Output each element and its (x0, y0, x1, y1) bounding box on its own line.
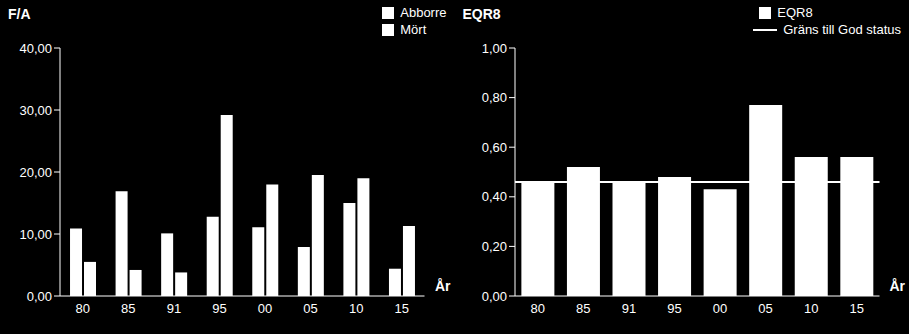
svg-text:05: 05 (758, 301, 772, 316)
svg-text:85: 85 (121, 301, 135, 316)
svg-text:10: 10 (803, 301, 817, 316)
svg-text:10: 10 (349, 301, 363, 316)
svg-text:95: 95 (667, 301, 681, 316)
svg-text:0,60: 0,60 (481, 140, 506, 155)
svg-text:00: 00 (258, 301, 272, 316)
html-text:År: År (889, 278, 905, 294)
svg-text:00: 00 (712, 301, 726, 316)
html-text:Gräns till God status: Gräns till God status (783, 22, 901, 37)
svg-text:80: 80 (76, 301, 90, 316)
html-text:EQR8: EQR8 (462, 6, 501, 22)
svg-text:0,00: 0,00 (27, 289, 52, 304)
svg-text:05: 05 (303, 301, 317, 316)
html-text:Mört: Mört (400, 22, 427, 37)
svg-text:85: 85 (576, 301, 590, 316)
svg-text:91: 91 (167, 301, 181, 316)
svg-text:15: 15 (849, 301, 863, 316)
svg-text:1,00: 1,00 (481, 41, 506, 56)
html-text:F/A: F/A (8, 6, 31, 22)
svg-text:20,00: 20,00 (19, 165, 52, 180)
html-text:År: År (434, 278, 451, 294)
svg-text:10,00: 10,00 (19, 227, 52, 242)
svg-text:40,00: 40,00 (19, 41, 52, 56)
svg-text:80: 80 (530, 301, 544, 316)
html-text:EQR8: EQR8 (777, 5, 813, 20)
svg-text:0,20: 0,20 (481, 239, 506, 254)
svg-text:30,00: 30,00 (19, 103, 52, 118)
svg-text:0,40: 0,40 (481, 189, 506, 204)
svg-text:95: 95 (212, 301, 226, 316)
svg-text:91: 91 (621, 301, 635, 316)
svg-text:0,00: 0,00 (481, 289, 506, 304)
svg-text:0,80: 0,80 (481, 90, 506, 105)
html-text:Abborre: Abborre (400, 5, 447, 20)
svg-text:15: 15 (394, 301, 408, 316)
